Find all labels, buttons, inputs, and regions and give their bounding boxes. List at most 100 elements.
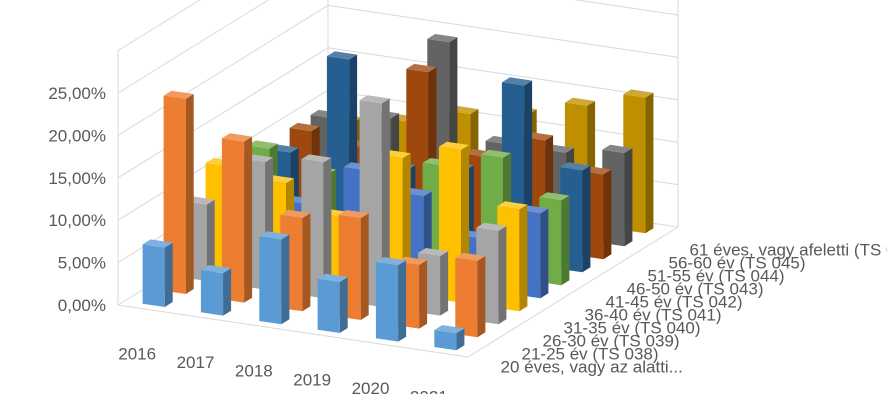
bar-side (302, 213, 311, 312)
x-tick-label: 2020 (352, 379, 390, 394)
bar-side (223, 268, 232, 316)
series-label: 61 éves, vagy afeletti (TS 046) (690, 241, 887, 260)
bar-top (602, 144, 633, 153)
x-tick-label: 2017 (177, 353, 215, 372)
bars (142, 34, 654, 351)
series-label: 56-60 év (TS 045) (669, 254, 806, 273)
bar-side (477, 256, 486, 338)
bar-side (440, 251, 449, 316)
bar-top (221, 133, 253, 142)
bar-top (564, 97, 596, 106)
bar-top (497, 201, 528, 210)
floor-front-edge (117, 304, 469, 358)
bar-side (456, 328, 465, 351)
y-tick-labels: 0,00% 5,00% 10,00% 15,00% 20,00% 25,00% (48, 84, 106, 315)
y-tick-label: 15,00% (48, 169, 106, 188)
y-tick-label: 10,00% (48, 211, 106, 230)
bar-side (519, 204, 528, 312)
series-label: 31-35 év (TS 040) (564, 319, 701, 338)
bar-top (142, 239, 173, 248)
bar-top (455, 252, 486, 261)
bar-side (498, 226, 507, 325)
bar (200, 265, 232, 316)
x-tick-labels: 2016 2017 2018 2019 2020 2021 (118, 344, 447, 394)
bar-top (359, 95, 390, 104)
bar-top (417, 248, 449, 257)
series-label: 21-25 év (TS 038) (522, 345, 659, 364)
floor-right-edge (467, 226, 679, 358)
bar-side (624, 148, 633, 247)
bar-top (539, 192, 570, 201)
series-label: 46-50 év (TS 043) (627, 280, 764, 299)
bar (455, 252, 486, 338)
bar-front (317, 278, 340, 333)
bar-top (396, 256, 428, 265)
x-tick-label: 2016 (118, 344, 156, 363)
bar (221, 133, 253, 303)
bar-side (582, 165, 591, 273)
bar-front (259, 236, 282, 325)
bar-top (247, 140, 278, 149)
bar (259, 231, 290, 325)
series-label: 41-45 év (TS 042) (606, 293, 743, 312)
gridline (117, 4, 329, 136)
bar-top (280, 209, 311, 218)
bar-top (200, 265, 232, 274)
bar-side (323, 157, 332, 299)
bar-side (540, 208, 549, 299)
bar-side (561, 195, 570, 286)
y-tick-label: 0,00% (58, 296, 106, 315)
y-tick-label: 25,00% (48, 84, 106, 103)
bar-front (375, 262, 399, 342)
bar-top (301, 154, 332, 163)
bar-side (185, 94, 194, 294)
gridline (117, 0, 201, 52)
series-label: 36-40 év (TS 041) (585, 306, 722, 325)
bar-front (434, 330, 457, 351)
bar-side (419, 260, 428, 329)
gridline (573, 0, 679, 16)
gridline (327, 47, 679, 101)
bar-top (259, 231, 290, 240)
bar-top (560, 162, 591, 171)
bar-top (480, 149, 512, 158)
bar-top (289, 122, 320, 132)
bar (317, 273, 348, 333)
bar-side (206, 199, 215, 281)
y-tick-label: 20,00% (48, 126, 106, 145)
bar-side (381, 98, 390, 307)
bar (142, 239, 173, 307)
gridline (327, 4, 679, 58)
bar-top (326, 51, 358, 60)
bar-side (603, 169, 612, 260)
bar-front (142, 244, 165, 307)
bar-top (375, 257, 407, 266)
series-label: 51-55 év (TS 044) (648, 267, 785, 286)
bar-top (338, 210, 369, 219)
bar-front (200, 269, 224, 316)
bar-side (398, 260, 407, 342)
series-label: 26-30 év (TS 039) (543, 332, 680, 351)
bar (375, 257, 407, 342)
bar-top (434, 325, 465, 334)
bar-top (501, 77, 533, 86)
gridline (117, 0, 270, 94)
bar-top (427, 34, 458, 43)
bar-top (406, 63, 437, 73)
bar-front (221, 138, 245, 303)
x-tick-label: 2019 (293, 370, 331, 389)
bar-top (438, 141, 470, 150)
bar-side (281, 234, 290, 325)
bar-side (645, 92, 654, 234)
series-label: 20 éves, vagy az alatti... (501, 358, 683, 377)
bar-top (317, 273, 348, 283)
bar-side (339, 277, 348, 333)
x-tick-label: 2018 (235, 362, 273, 381)
bar-top (623, 89, 654, 98)
bar-side (164, 242, 173, 307)
bar-top (476, 222, 507, 231)
series-labels: 20 éves, vagy az alatti...21-25 év (TS 0… (501, 241, 887, 377)
bar-side (360, 213, 369, 320)
x-tick-label: 2021 (410, 388, 448, 394)
